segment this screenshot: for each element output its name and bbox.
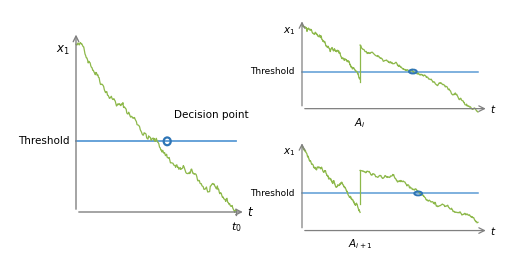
Text: Threshold: Threshold xyxy=(251,67,295,76)
Text: Threshold: Threshold xyxy=(18,136,70,146)
Text: $t$: $t$ xyxy=(247,205,254,219)
Text: Threshold: Threshold xyxy=(251,189,295,198)
Text: $x_1$: $x_1$ xyxy=(56,44,70,57)
Text: $t$: $t$ xyxy=(490,103,497,115)
Text: $A_{i+1}$: $A_{i+1}$ xyxy=(348,238,372,251)
Text: $x_1$: $x_1$ xyxy=(282,147,295,158)
Text: $A_i$: $A_i$ xyxy=(354,116,366,130)
Text: $t_0$: $t_0$ xyxy=(231,220,241,234)
Text: Decision point: Decision point xyxy=(174,110,248,120)
Text: $x_1$: $x_1$ xyxy=(282,25,295,37)
Text: $t$: $t$ xyxy=(490,224,497,237)
